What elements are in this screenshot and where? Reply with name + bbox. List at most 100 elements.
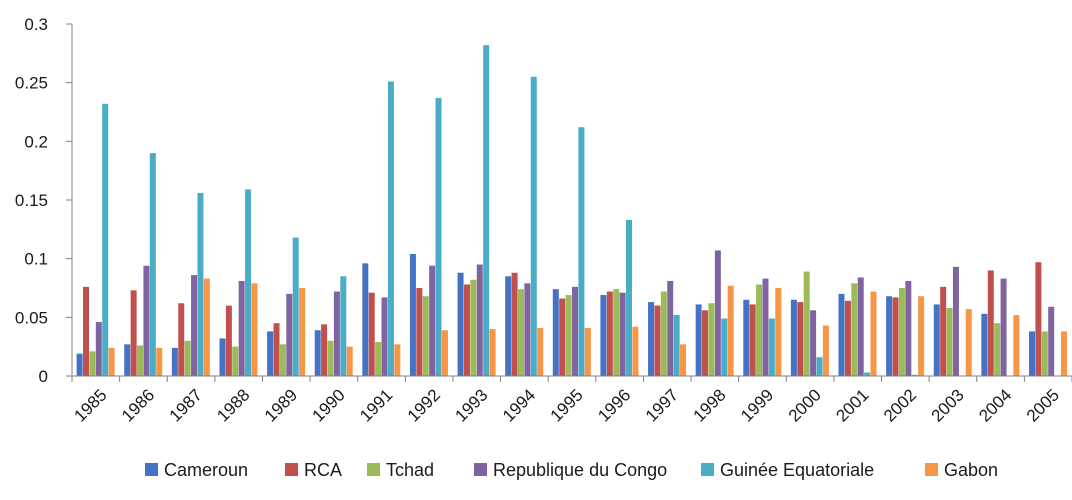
bar-republique-du-congo-2000 xyxy=(810,310,817,376)
y-tick-label: 0.2 xyxy=(24,132,48,151)
bar-gabon-1987 xyxy=(203,278,210,376)
x-tick-label: 2004 xyxy=(975,385,1015,425)
bar-guin-e-equatoriale-2000 xyxy=(816,357,823,376)
bar-tchad-1992 xyxy=(422,296,429,376)
bar-rca-2003 xyxy=(940,286,947,376)
bar-rca-1992 xyxy=(416,288,423,376)
bar-tchad-1991 xyxy=(375,341,382,376)
legend-label: Gabon xyxy=(944,460,998,480)
bar-cameroun-1994 xyxy=(505,276,512,376)
x-tick-label: 1989 xyxy=(261,385,301,425)
bar-tchad-1998 xyxy=(708,303,715,376)
legend-item: Gabon xyxy=(925,460,998,480)
legend-swatch xyxy=(925,463,938,476)
bar-republique-du-congo-1989 xyxy=(286,293,293,376)
bar-republique-du-congo-1995 xyxy=(572,286,578,376)
x-tick-label: 1987 xyxy=(166,385,206,425)
bar-republique-du-congo-2002 xyxy=(905,280,912,376)
bar-guin-e-equatoriale-1989 xyxy=(292,237,299,376)
bar-tchad-1990 xyxy=(327,340,334,376)
bar-rca-1985 xyxy=(83,286,90,376)
bar-tchad-1987 xyxy=(184,340,191,376)
bar-rca-1989 xyxy=(273,323,280,376)
bar-guin-e-equatoriale-1986 xyxy=(149,153,156,376)
x-axis: 1985 1986 1987 1988 1989 1990 1991 1992 1993 1994… xyxy=(70,375,1072,426)
bar-cameroun-1986 xyxy=(124,344,131,376)
bar-cameroun-1992 xyxy=(409,253,416,376)
bar-tchad-1986 xyxy=(137,345,144,376)
legend-swatch xyxy=(701,463,714,476)
bar-gabon-1995 xyxy=(584,327,591,376)
bar-tchad-2005 xyxy=(1041,331,1048,376)
legend-swatch xyxy=(145,463,158,476)
bar-republique-du-congo-2001 xyxy=(857,277,864,376)
x-tick-label: 2001 xyxy=(832,385,872,425)
bar-rca-1993 xyxy=(463,284,470,376)
bar-cameroun-1997 xyxy=(648,302,655,376)
bars-group xyxy=(76,45,1067,377)
bar-guin-e-equatoriale-2001 xyxy=(864,372,871,376)
bar-republique-du-congo-1986 xyxy=(143,265,150,376)
bar-republique-du-congo-1987 xyxy=(191,275,198,376)
x-tick-label: 2000 xyxy=(785,385,825,425)
bar-rca-1994 xyxy=(511,272,518,376)
legend-swatch xyxy=(367,463,380,476)
bar-tchad-1997 xyxy=(660,291,667,376)
bar-cameroun-1993 xyxy=(457,272,464,376)
bar-tchad-2000 xyxy=(803,271,810,376)
y-tick-label: 0.05 xyxy=(15,308,48,327)
bar-gabon-1999 xyxy=(775,288,782,376)
bar-cameroun-2001 xyxy=(838,293,845,376)
y-tick-label: 0.15 xyxy=(15,191,48,210)
bar-cameroun-2003 xyxy=(933,304,940,376)
bar-tchad-1993 xyxy=(470,279,477,376)
bar-cameroun-1985 xyxy=(76,353,83,376)
bar-guin-e-equatoriale-1997 xyxy=(673,314,680,376)
bar-guin-e-equatoriale-1996 xyxy=(626,219,633,376)
x-tick-label: 1988 xyxy=(213,385,253,425)
x-tick-label: 1996 xyxy=(594,385,634,425)
legend-item: RCA xyxy=(285,460,342,480)
bar-rca-1998 xyxy=(702,310,709,376)
bar-gabon-1985 xyxy=(108,347,115,376)
bar-tchad-1995 xyxy=(565,295,572,376)
bar-republique-du-congo-1988 xyxy=(238,280,245,376)
bar-gabon-2005 xyxy=(1060,331,1067,376)
legend-item: Cameroun xyxy=(145,460,248,480)
bar-rca-1995 xyxy=(559,298,566,376)
bar-republique-du-congo-1991 xyxy=(381,297,388,376)
bar-rca-1996 xyxy=(606,291,613,376)
y-axis: 0 0.05 0.1 0.15 0.2 0.25 0.3 xyxy=(15,15,73,386)
bar-tchad-1994 xyxy=(517,289,524,376)
bar-cameroun-2005 xyxy=(1028,331,1035,376)
bar-tchad-2001 xyxy=(851,283,858,376)
bar-cameroun-1988 xyxy=(219,338,226,376)
bar-cameroun-2000 xyxy=(790,299,797,376)
bar-rca-1999 xyxy=(749,304,756,376)
bar-cameroun-2002 xyxy=(886,296,893,376)
bar-guin-e-equatoriale-1990 xyxy=(340,276,347,376)
bar-republique-du-congo-1994 xyxy=(524,283,531,376)
bar-gabon-1993 xyxy=(489,329,496,376)
bar-tchad-2002 xyxy=(898,288,905,376)
bar-guin-e-equatoriale-1999 xyxy=(768,318,775,376)
bar-rca-1990 xyxy=(321,324,328,376)
bar-gabon-1990 xyxy=(346,346,353,376)
legend-label: Cameroun xyxy=(164,460,248,480)
bar-cameroun-1999 xyxy=(743,299,750,376)
x-tick-label: 1994 xyxy=(499,385,539,425)
bar-tchad-2003 xyxy=(946,307,953,376)
bar-republique-du-congo-1985 xyxy=(95,322,102,376)
bar-republique-du-congo-1993 xyxy=(476,264,483,376)
bar-gabon-1996 xyxy=(632,326,639,376)
x-tick-label: 1998 xyxy=(690,385,730,425)
bar-rca-2002 xyxy=(892,297,899,376)
bar-republique-du-congo-2004 xyxy=(1000,278,1007,376)
bar-rca-1988 xyxy=(225,305,232,376)
legend-label: Guinée Equatoriale xyxy=(720,460,874,480)
bar-rca-2001 xyxy=(844,300,851,376)
bar-guin-e-equatoriale-1998 xyxy=(721,318,728,376)
x-tick-label: 1986 xyxy=(118,385,158,425)
x-tick-label: 1995 xyxy=(547,385,587,425)
